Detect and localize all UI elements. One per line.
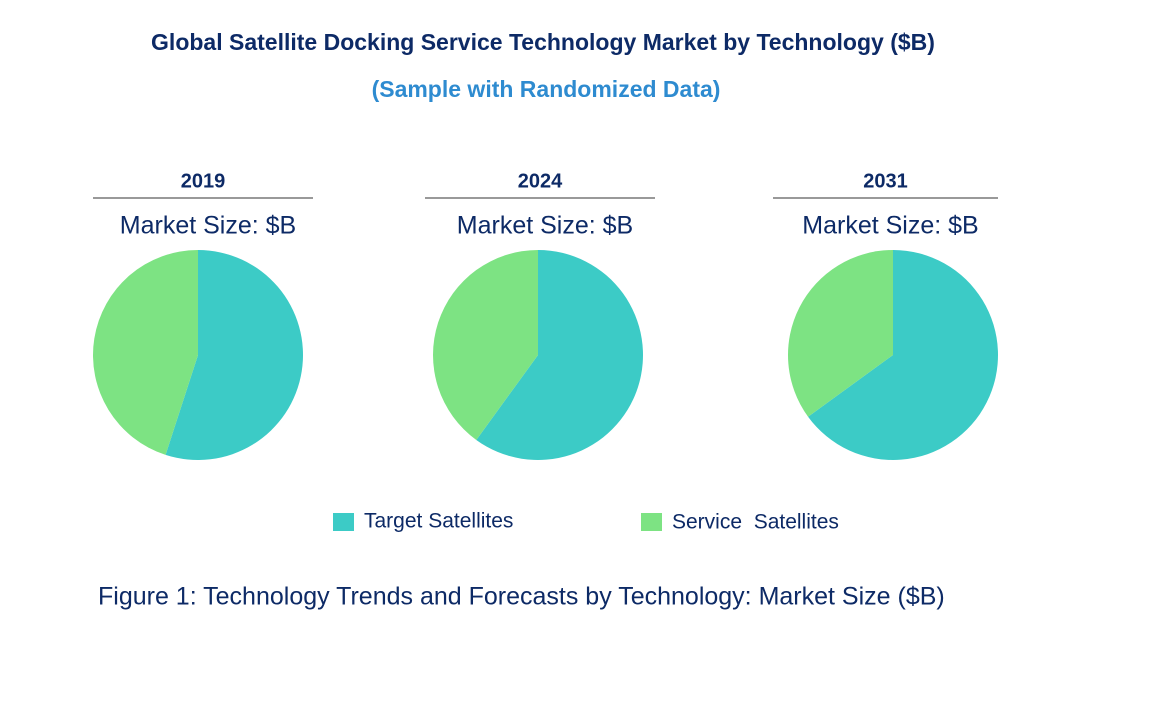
chart-title: 2031 [863, 170, 908, 192]
chart-subtitle: Market Size: $B [457, 212, 633, 240]
pie-slice [788, 250, 893, 417]
chart-title: 2024 [518, 170, 563, 192]
legend-label: Service Satellites [672, 511, 839, 534]
caption: Figure 1: Technology Trends and Forecast… [98, 583, 945, 611]
legend-label: Target Satellites [364, 510, 513, 533]
pie-slice [476, 250, 643, 460]
pie-slice [165, 250, 304, 460]
legend-swatch [641, 513, 662, 531]
chart-title: 2019 [181, 170, 226, 192]
subtitle: (Sample with Randomized Data) [372, 76, 721, 102]
title: Global Satellite Docking Service Technol… [151, 29, 935, 55]
chart-subtitle: Market Size: $B [120, 212, 296, 240]
legend-swatch [333, 513, 354, 531]
pie-slice [93, 250, 198, 455]
pie-slice [808, 250, 999, 461]
chart-subtitle: Market Size: $B [802, 212, 978, 240]
pie-slice [432, 250, 538, 440]
